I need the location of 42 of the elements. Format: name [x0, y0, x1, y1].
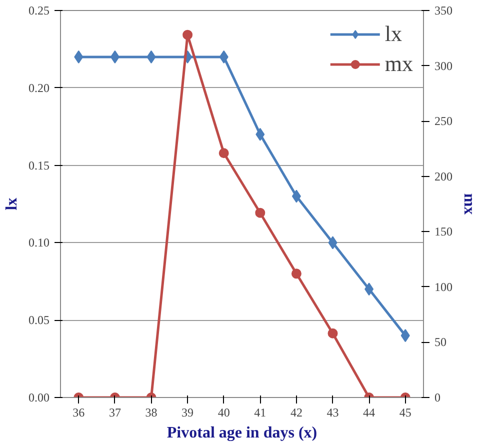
x-axis-title: Pivotal age in days (x): [166, 424, 318, 442]
y2-tick-label: 150: [434, 224, 452, 239]
x-tick-label: 37: [108, 406, 121, 420]
point: [255, 208, 266, 218]
point: [400, 329, 410, 342]
y-tick-label: 0.15: [28, 158, 50, 172]
x-tick-label: 45: [399, 406, 412, 420]
point: [291, 268, 302, 279]
x-tick-label: 42: [290, 406, 302, 420]
y2-tick-label: 350: [434, 4, 452, 18]
point: [146, 50, 156, 64]
y2-tick-label: 250: [434, 114, 452, 128]
x-tick-label: 36: [72, 406, 85, 420]
x-tick-label: 41: [254, 406, 266, 420]
x-tick-label: 40: [218, 406, 230, 420]
x-tick-label: 43: [326, 406, 339, 420]
y2-tick-label: 50: [434, 335, 446, 350]
point: [219, 50, 228, 64]
y-tick-label: 0.25: [28, 4, 50, 18]
y2-tick-label: 100: [434, 280, 452, 294]
point: [110, 50, 120, 64]
y-tick-label: 0.20: [28, 80, 50, 95]
y2-tick-label: 200: [434, 169, 452, 184]
y-tick-label: 0.10: [28, 236, 50, 250]
point: [292, 190, 301, 203]
y2-axis-title: mx: [460, 193, 478, 215]
point: [182, 30, 193, 40]
point: [256, 128, 265, 141]
point: [74, 50, 84, 64]
x-tick-label: 38: [145, 406, 158, 420]
y-axis-title: lx: [4, 198, 20, 210]
y-tick-label: 0.00: [28, 390, 50, 404]
y2-tick-label: 300: [434, 58, 452, 73]
legend-label: lx: [384, 20, 403, 48]
point: [364, 282, 374, 296]
legend-label: mx: [384, 50, 413, 78]
x-tick-label: 39: [182, 406, 194, 420]
point: [328, 236, 338, 250]
y-tick-label: 0.05: [28, 313, 50, 328]
y2-tick-label: 0: [434, 390, 440, 404]
point: [218, 148, 229, 158]
x-tick-label: 44: [363, 406, 376, 420]
